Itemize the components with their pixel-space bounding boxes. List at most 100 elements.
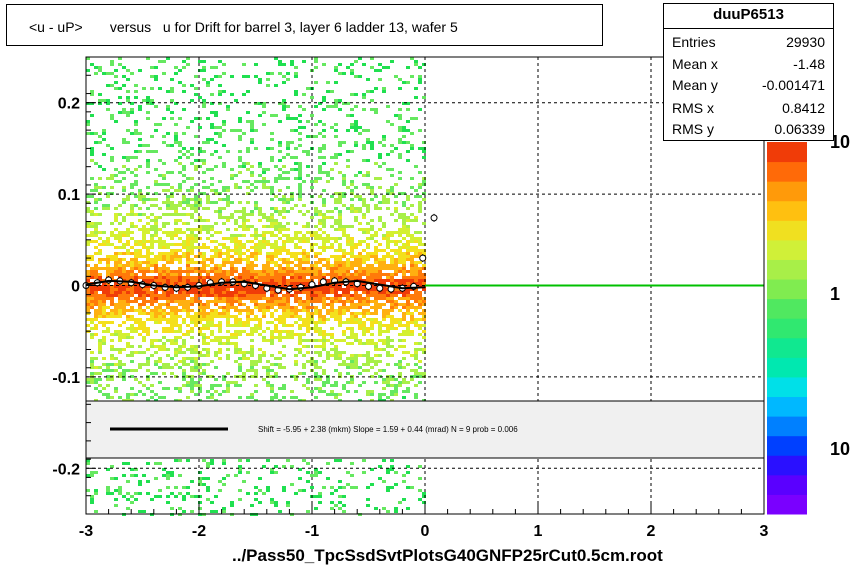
heatmap-cell: [118, 366, 122, 369]
heatmap-cell: [166, 330, 170, 333]
heatmap-cell: [402, 201, 406, 204]
heatmap-cell: [194, 210, 198, 213]
heatmap-cell: [150, 390, 154, 393]
heatmap-cell: [294, 279, 298, 282]
heatmap-cell: [202, 327, 206, 330]
heatmap-cell: [302, 363, 306, 366]
heatmap-cell: [86, 234, 90, 237]
heatmap-cell: [402, 243, 406, 246]
heatmap-cell: [338, 321, 342, 324]
heatmap-cell: [298, 270, 302, 273]
heatmap-cell: [110, 174, 114, 177]
heatmap-cell: [302, 324, 306, 327]
heatmap-cell: [302, 270, 306, 273]
heatmap-cell: [258, 210, 262, 213]
heatmap-cell: [406, 330, 410, 333]
heatmap-cell: [346, 291, 350, 294]
heatmap-cell: [190, 360, 194, 363]
heatmap-cell: [318, 300, 322, 303]
heatmap-cell: [298, 267, 302, 270]
heatmap-cell: [262, 354, 266, 357]
heatmap-cell: [374, 309, 378, 312]
heatmap-cell: [162, 303, 166, 306]
heatmap-cell: [250, 276, 254, 279]
heatmap-cell: [114, 291, 118, 294]
heatmap-cell: [202, 186, 206, 189]
heatmap-cell: [186, 357, 190, 360]
heatmap-cell: [178, 330, 182, 333]
heatmap-cell: [382, 288, 386, 291]
heatmap-cell: [378, 279, 382, 282]
heatmap-cell: [270, 222, 274, 225]
heatmap-cell: [370, 255, 374, 258]
heatmap-cell: [190, 99, 194, 102]
heatmap-cell: [210, 384, 214, 387]
heatmap-cell: [170, 243, 174, 246]
heatmap-cell: [110, 477, 114, 480]
heatmap-cell: [282, 270, 286, 273]
heatmap-cell: [166, 90, 170, 93]
heatmap-cell: [374, 69, 378, 72]
heatmap-cell: [262, 315, 266, 318]
heatmap-cell: [214, 210, 218, 213]
heatmap-cell: [134, 183, 138, 186]
heatmap-cell: [294, 333, 298, 336]
heatmap-cell: [106, 282, 110, 285]
heatmap-cell: [282, 297, 286, 300]
heatmap-cell: [350, 273, 354, 276]
heatmap-cell: [338, 108, 342, 111]
heatmap-cell: [138, 165, 142, 168]
heatmap-cell: [318, 132, 322, 135]
heatmap-cell: [270, 282, 274, 285]
heatmap-cell: [382, 369, 386, 372]
heatmap-cell: [418, 252, 422, 255]
heatmap-cell: [86, 240, 90, 243]
heatmap-cell: [90, 297, 94, 300]
color-scale-band: [767, 161, 807, 182]
heatmap-cell: [166, 288, 170, 291]
heatmap-cell: [314, 294, 318, 297]
heatmap-cell: [230, 129, 234, 132]
heatmap-cell: [370, 198, 374, 201]
heatmap-cell: [182, 510, 186, 513]
heatmap-cell: [214, 354, 218, 357]
heatmap-cell: [162, 312, 166, 315]
heatmap-cell: [342, 264, 346, 267]
stats-label-mean-x: Mean x: [672, 56, 718, 72]
heatmap-cell: [182, 195, 186, 198]
heatmap-cell: [194, 381, 198, 384]
heatmap-cell: [230, 294, 234, 297]
heatmap-cell: [234, 99, 238, 102]
heatmap-cell: [390, 306, 394, 309]
heatmap-cell: [138, 138, 142, 141]
heatmap-cell: [358, 207, 362, 210]
heatmap-cell: [222, 378, 226, 381]
heatmap-cell: [254, 297, 258, 300]
heatmap-cell: [198, 363, 202, 366]
heatmap-cell: [314, 288, 318, 291]
heatmap-cell: [338, 354, 342, 357]
heatmap-cell: [238, 243, 242, 246]
heatmap-cell: [334, 258, 338, 261]
heatmap-cell: [138, 243, 142, 246]
heatmap-cell: [322, 384, 326, 387]
heatmap-cell: [390, 231, 394, 234]
heatmap-cell: [238, 150, 242, 153]
heatmap-cell: [362, 363, 366, 366]
heatmap-cell: [414, 369, 418, 372]
heatmap-cell: [322, 294, 326, 297]
heatmap-cell: [270, 396, 274, 399]
heatmap-cell: [254, 255, 258, 258]
heatmap-cell: [422, 372, 426, 375]
heatmap-cell: [114, 237, 118, 240]
heatmap-cell: [318, 390, 322, 393]
heatmap-cell: [142, 288, 146, 291]
heatmap-cell: [190, 366, 194, 369]
heatmap-cell: [314, 306, 318, 309]
heatmap-cell: [322, 216, 326, 219]
heatmap-cell: [354, 363, 358, 366]
heatmap-cell: [162, 294, 166, 297]
heatmap-cell: [382, 258, 386, 261]
heatmap-cell: [322, 240, 326, 243]
heatmap-cell: [218, 270, 222, 273]
